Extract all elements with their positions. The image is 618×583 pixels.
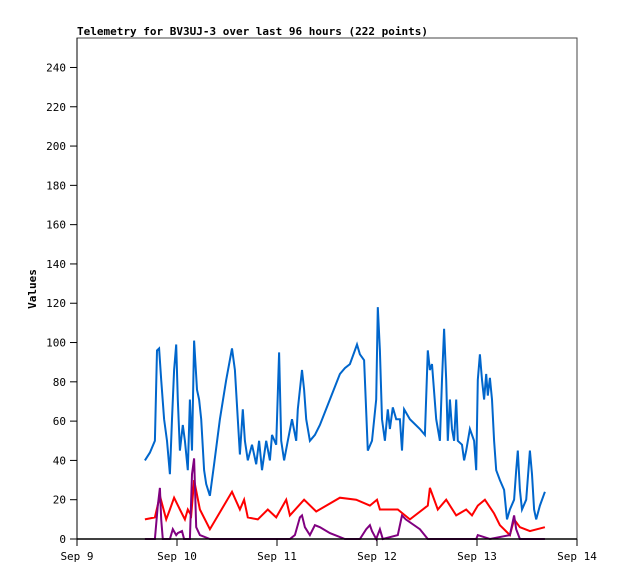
- x-tick-label: Sep 13: [457, 550, 497, 563]
- y-axis-label: Values: [26, 269, 39, 309]
- x-tick-label: Sep 11: [257, 550, 297, 563]
- y-tick-label: 100: [46, 337, 66, 350]
- x-tick-label: Sep 10: [157, 550, 197, 563]
- x-tick-label: Sep 9: [60, 550, 93, 563]
- y-tick-label: 60: [53, 415, 66, 428]
- y-tick-label: 220: [46, 101, 66, 114]
- series-line-blue: [144, 307, 546, 520]
- axis-ticks: 0 20 40 60 80 100 120 140 160 180 200 220 240 Sep 9 Se…: [46, 61, 597, 563]
- y-tick-label: 80: [53, 376, 66, 389]
- y-tick-label: 200: [46, 140, 66, 153]
- x-tick-label: Sep 14: [557, 550, 597, 563]
- chart-title: Telemetry for BV3UJ-3 over last 96 hours…: [77, 25, 428, 38]
- y-tick-label: 180: [46, 179, 66, 192]
- y-tick-label: 20: [53, 494, 66, 507]
- x-tick-label: Sep 12: [357, 550, 397, 563]
- series-layer: [144, 307, 546, 542]
- y-tick-label: 0: [59, 533, 66, 546]
- plot-frame: [76, 37, 578, 540]
- y-tick-label: 240: [46, 61, 66, 74]
- series-line-red: [144, 479, 546, 538]
- y-tick-label: 120: [46, 297, 66, 310]
- y-tick-label: 40: [53, 454, 66, 467]
- y-tick-label: 160: [46, 219, 66, 232]
- y-tick-label: 140: [46, 258, 66, 271]
